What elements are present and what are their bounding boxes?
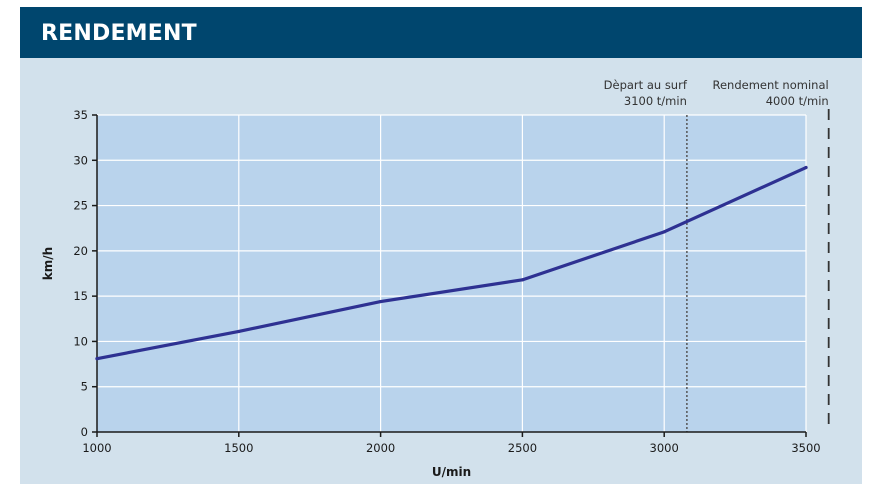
data-point <box>379 299 383 304</box>
data-point <box>662 230 666 234</box>
x-axis-label: U/min <box>432 465 471 479</box>
data-point <box>95 357 99 361</box>
tick-labels: 1000 1500 2000 2500 3000 3500 0 5 10 15 20 25 30 35 <box>73 108 820 455</box>
y-tick-label: 30 <box>73 153 88 167</box>
annotation-2-label: Rendement nominal <box>712 78 828 92</box>
plot-area <box>97 115 806 432</box>
gridlines <box>97 114 807 432</box>
x-tick-label: 2000 <box>366 441 395 455</box>
y-tick-label: 15 <box>73 289 88 303</box>
annotation-1-label: Dèpart au surf <box>604 78 688 92</box>
axes <box>92 114 807 437</box>
data-point <box>804 165 808 170</box>
x-tick-label: 1500 <box>224 441 253 455</box>
series-line-1 <box>95 165 808 361</box>
y-tick-label: 20 <box>73 244 88 258</box>
annotations: Dèpart au surf 3100 t/min Rendement nomina… <box>604 78 830 432</box>
x-tick-label: 1000 <box>82 441 111 455</box>
x-tick-label: 3000 <box>650 441 679 455</box>
header-bar: RENDEMENT <box>20 7 862 58</box>
y-tick-label: 35 <box>73 108 88 122</box>
annotation-2-value: 4000 t/min <box>766 94 829 108</box>
data-point <box>520 278 525 282</box>
x-tick-label: 2500 <box>508 441 537 455</box>
y-tick-label: 0 <box>81 425 88 439</box>
y-axis-label: km/h <box>41 247 55 280</box>
x-tick-label: 3500 <box>791 441 820 455</box>
y-tick-label: 10 <box>73 334 88 348</box>
series-group <box>95 165 808 361</box>
annotation-1-value: 3100 t/min <box>624 94 687 108</box>
data-point <box>237 329 241 334</box>
y-tick-label: 5 <box>81 380 88 394</box>
chart-title: RENDEMENT <box>41 21 197 46</box>
y-tick-label: 25 <box>73 199 88 213</box>
